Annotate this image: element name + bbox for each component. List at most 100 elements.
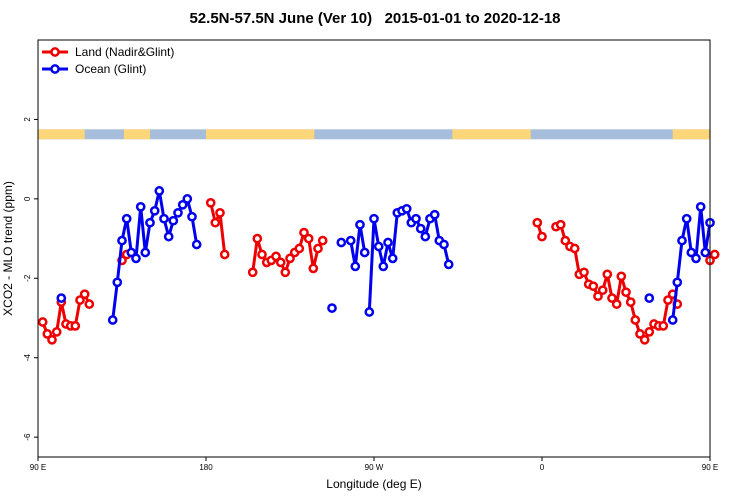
series-0-point-5-23 [658,321,669,331]
series-0-point-0-9 [79,289,90,300]
series-0-point-5-13 [611,299,622,309]
series-1-point-4-1 [350,261,361,272]
land-ocean-strip [38,129,710,140]
series-1-point-7-7 [700,247,711,258]
y-tick-label-1: -4 [23,354,32,362]
series-1-point-2-0 [327,303,337,313]
series-0-point-5-20 [644,327,655,337]
series-0-point-3-15 [317,235,328,246]
series-1-point-1-4 [126,247,137,258]
series-1-point-4-3 [359,247,370,258]
series-1-point-4-2 [355,219,365,230]
series-1-point-1-14 [173,207,183,218]
series-0-point-4-1 [537,231,547,242]
series-1-point-1-9 [149,205,160,216]
x-tick-label-3: 0 [540,463,545,472]
series-0-point-3-6 [275,257,286,268]
series-1-point-5-3 [378,261,389,272]
series-1-point-1-7 [140,247,151,258]
series-0-point-0-3 [51,327,62,337]
series-0-point-3-13 [308,263,319,274]
series-0 [37,197,720,345]
series-1-point-6-0 [644,293,655,303]
series-0-point-2-0 [205,197,216,208]
strip-land-2 [206,129,315,140]
series-0-point-3-10 [294,243,305,254]
series-0-point-4-0 [532,217,543,228]
series-0-point-5-11 [602,269,613,280]
legend: Land (Nadir&Glint) Ocean (Glint) [42,45,174,76]
series-1-point-5-8 [401,203,412,214]
strip-land-1 [123,129,150,140]
series-0-point-5-19 [639,334,650,345]
y-tick-label-0: -6 [23,433,32,441]
series-1-point-1-13 [168,215,179,226]
series-1-point-5-5 [387,253,398,264]
series-0-point-0-1 [42,329,53,339]
series-1-point-7-0 [667,315,678,325]
series-1-point-7-4 [686,247,697,258]
series-0-point-2-3 [219,249,230,260]
series-1-point-7-2 [677,235,687,246]
x-axis-title: Longitude (deg E) [326,477,421,491]
series-0-point-0-2 [47,334,57,345]
series-1-point-5-4 [383,237,393,248]
series-1-point-5-17 [443,259,454,270]
series-0-point-6-1 [709,249,720,260]
series-0-point-3-5 [271,251,281,262]
series-1-point-7-6 [695,201,706,212]
series-1-point-1-10 [154,186,165,196]
strip-land-3 [452,129,531,140]
series-1-point-1-5 [131,253,141,264]
series-1-point-5-14 [429,209,440,220]
series-0-point-5-17 [630,315,641,325]
series-0-point-2-1 [210,217,221,228]
series-1-point-1-15 [177,199,188,210]
series-0-point-5-2 [560,235,571,246]
series-1-point-5-0 [364,307,375,317]
y-tick-label-2: -2 [23,274,32,282]
series-0-point-5-14 [616,271,627,282]
series-0-point-3-11 [299,227,309,238]
series-0-point-5-9 [593,291,603,302]
series-1-point-5-10 [411,213,421,224]
series-1-point-7-3 [681,213,692,224]
chart-title: 52.5N-57.5N June (Ver 10) 2015-01-01 to … [189,10,561,27]
x-tick-label-2: 90 W [365,463,384,472]
series-0-point-0-8 [75,295,85,305]
y-axis-title: XCO2 - MLO trend (ppm) [1,181,15,316]
series-0-point-3-7 [280,267,291,278]
series-1-point-1-17 [187,211,197,222]
series-1-point-1-6 [135,201,146,212]
series-0-point-5-10 [597,285,608,296]
series-0-point-5-18 [635,329,645,339]
series-1-point-0-0 [56,293,67,303]
series-0-point-5-12 [607,293,617,303]
series-0-point-5-16 [625,297,636,307]
x-tick-label-1: 180 [199,463,213,472]
series-1-point-1-11 [159,213,169,224]
series-0-point-2-2 [215,207,225,218]
series-layer [37,186,720,345]
series-1-point-1-1 [112,277,123,288]
series-0-point-3-12 [303,233,314,244]
series-0-point-0-0 [37,317,48,327]
series-1-point-1-18 [191,239,202,250]
series-1-point-7-5 [691,253,701,264]
series-1-point-1-0 [107,315,118,325]
x-axis: 90 E 180 90 W 0 90 E [30,457,718,472]
y-axis: -6 -4 -2 0 2 [23,117,38,441]
strip-land-0 [38,129,85,140]
series-0-point-5-15 [621,287,631,298]
series-1-point-1-2 [117,235,127,246]
y-tick-label-3: 0 [23,196,32,201]
series-0-point-0-10 [84,299,95,309]
series-1-point-1-3 [121,213,132,224]
series-1-point-1-16 [182,194,193,204]
series-0-point-3-2 [257,249,267,260]
series-1-point-4-0 [345,235,356,246]
series-0-point-3-1 [252,233,263,244]
series-0-point-5-1 [555,219,566,230]
series-1-point-5-1 [369,213,379,224]
